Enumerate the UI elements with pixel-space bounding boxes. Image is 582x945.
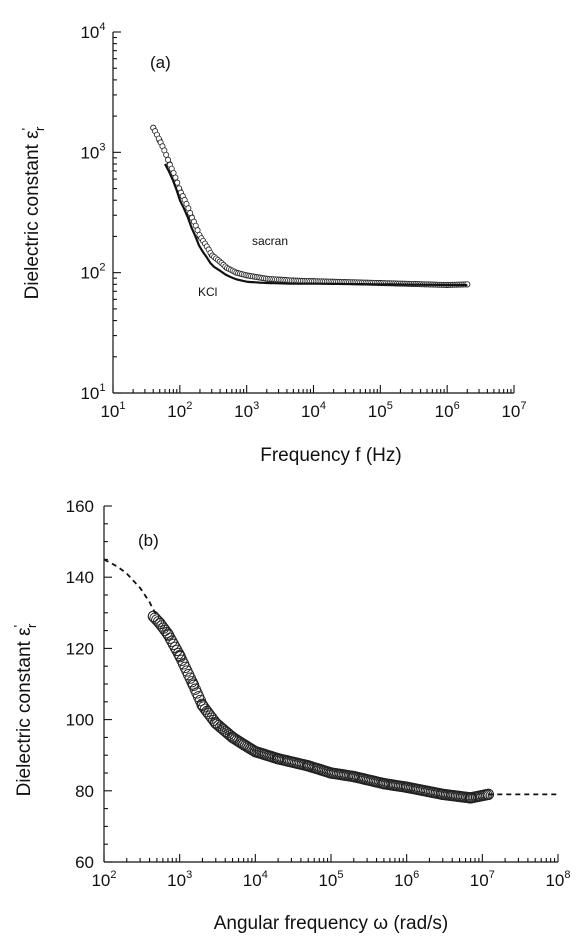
x-tick-label: 102 <box>91 869 116 890</box>
series-kcl-line <box>164 163 468 287</box>
curve-marker <box>171 644 183 657</box>
curve-marker <box>167 638 180 650</box>
series-series-1-line <box>103 558 158 617</box>
chart-a-axes <box>112 32 514 394</box>
y-tick-label: 102 <box>80 262 105 283</box>
curve-marker <box>482 788 494 801</box>
series-series-0 <box>147 610 494 804</box>
x-tick-label: 104 <box>243 869 268 890</box>
curve-marker <box>194 227 201 234</box>
chart-a: (a) sacran KCl 101 102 103 104 105 106 1071011… <box>19 21 527 466</box>
annotation-kcl: KCl <box>198 285 217 299</box>
x-tick-label: 104 <box>301 400 326 421</box>
x-tick-label: 103 <box>167 869 192 890</box>
chart-a-ylabel: Dielectric constant ε'r <box>19 126 47 299</box>
svg-text:Dielectric constant ε'r: Dielectric constant ε'r <box>19 126 47 299</box>
x-tick-label: 101 <box>100 400 125 421</box>
x-tick-label: 103 <box>234 400 259 421</box>
curve-marker <box>169 641 181 654</box>
curve-marker <box>162 629 175 641</box>
curve-marker <box>166 635 178 647</box>
chart-a-xlabel: Frequency f (Hz) <box>260 445 401 466</box>
x-tick-label: 106 <box>394 869 419 890</box>
x-tick-label: 102 <box>167 400 192 421</box>
chart-b-series <box>103 558 558 804</box>
y-tick-label: 140 <box>66 568 94 587</box>
curve-marker <box>165 156 172 163</box>
panel-b-label: (b) <box>138 531 159 550</box>
y-tick-label: 100 <box>66 711 94 730</box>
y-tick-label: 60 <box>75 853 94 872</box>
curve-marker <box>161 626 173 639</box>
y-tick-label: 160 <box>66 497 94 516</box>
x-tick-label: 107 <box>501 400 526 421</box>
y-tick-label: 120 <box>66 639 94 658</box>
annotation-sacran: sacran <box>252 234 288 248</box>
chart-b-ylabel: Dielectric constant ε'r <box>11 623 39 796</box>
chart-b-xlabel: Angular frequency ω (rad/s) <box>214 913 449 934</box>
x-tick-label: 107 <box>470 869 495 890</box>
chart-a-series <box>150 124 471 288</box>
y-tick-label: 80 <box>75 782 94 801</box>
y-tick-label: 101 <box>80 382 105 403</box>
curve-marker <box>164 632 176 644</box>
y-tick-label: 103 <box>80 141 105 162</box>
x-tick-label: 108 <box>545 869 570 890</box>
chart-a-ticks: 101 102 103 104 105 106 107 101 102 103 104 <box>80 21 526 421</box>
curve-marker <box>246 744 258 756</box>
chart-b: (b) 102 103 104 105 106 107 108 60 80 100 120 140 16… <box>11 497 571 934</box>
chart-b-axes <box>103 506 558 863</box>
x-tick-label: 106 <box>435 400 460 421</box>
curve-marker <box>163 151 170 158</box>
panel-a-label: (a) <box>150 53 171 72</box>
x-tick-label: 105 <box>318 869 343 890</box>
series-sacran <box>150 124 471 288</box>
chart-b-ticks: 102 103 104 105 106 107 108 60 80 100 120 140 160 <box>66 497 571 890</box>
y-tick-label: 104 <box>80 21 105 42</box>
x-tick-label: 105 <box>368 400 393 421</box>
svg-text:Dielectric constant ε'r: Dielectric constant ε'r <box>11 623 39 796</box>
